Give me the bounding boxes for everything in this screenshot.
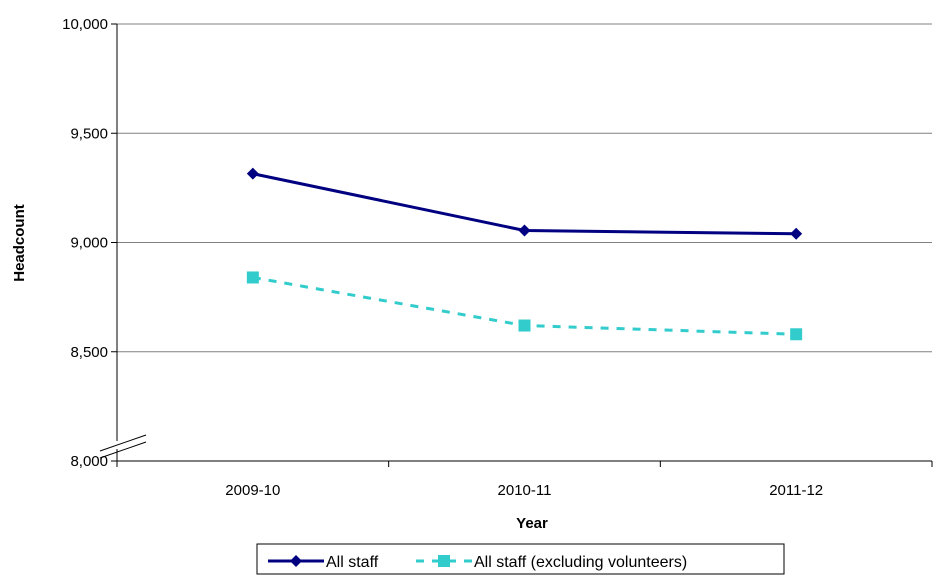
legend-item-1: All staff (excluding volunteers): [416, 554, 687, 571]
legend-swatch-marker-0: [290, 555, 302, 567]
axis-break: [99, 434, 147, 459]
gridlines: [117, 23, 932, 353]
data-point-1-1: [518, 319, 531, 332]
y-tick-label-4: 10,000: [62, 16, 108, 33]
data-point-1-2: [790, 328, 803, 341]
series-1: [246, 271, 803, 341]
legend-box: [256, 543, 785, 575]
legend: All staff All staff (excluding volunteers…: [256, 543, 785, 575]
data-point-1-0: [246, 271, 259, 284]
legend-label-1: All staff (excluding volunteers): [474, 554, 687, 571]
tick-labels: 8,000 8,500 9,000 9,500 10,000 2009-10 2010-11…: [62, 16, 823, 499]
y-axis-title: Headcount: [11, 204, 28, 282]
x-axis-title: Year: [516, 515, 548, 532]
axis-break-line-2: [99, 441, 147, 459]
legend-label-0: All staff: [326, 554, 379, 571]
y-tick-label-3: 9,500: [70, 125, 108, 142]
x-tick-label-2: 2011-12: [769, 482, 823, 499]
legend-item-0: All staff: [268, 554, 379, 571]
axis-break-line-1: [99, 434, 147, 452]
x-tick-label-1: 2010-11: [498, 482, 552, 499]
legend-swatch-marker-1: [438, 555, 450, 567]
data-point-0-0: [246, 167, 259, 180]
data-point-0-1: [518, 224, 531, 237]
x-tick-label-0: 2009-10: [225, 482, 280, 499]
series-0: [246, 167, 803, 240]
series-layer: [246, 167, 803, 341]
y-tick-label-1: 8,500: [70, 344, 108, 361]
y-tick-label-2: 9,000: [70, 235, 108, 252]
y-tick-label-0: 8,000: [70, 453, 108, 470]
axes: [99, 23, 933, 467]
data-point-0-2: [790, 227, 803, 240]
